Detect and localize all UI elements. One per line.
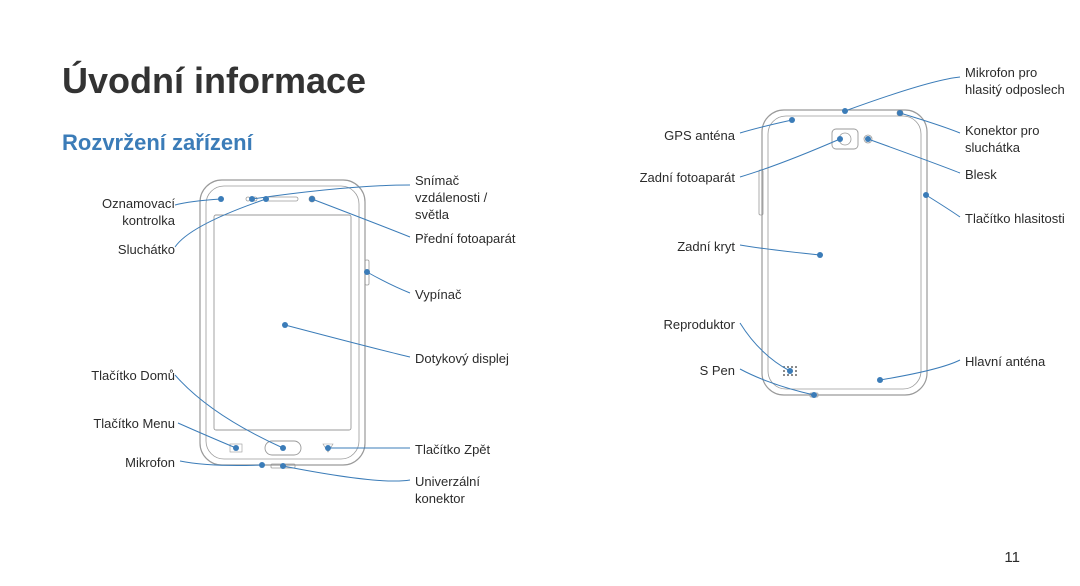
label-touch-screen: Dotykový displej (415, 351, 509, 368)
label-flash: Blesk (965, 167, 997, 184)
label-s-pen: S Pen (625, 363, 735, 380)
label-headphone-jack: Konektor pro sluchátka (965, 123, 1039, 157)
label-home-button: Tlačítko Domů (80, 368, 175, 385)
label-power-button: Vypínač (415, 287, 462, 304)
label-rear-camera: Zadní fotoaparát (625, 170, 735, 187)
label-microphone: Mikrofon (95, 455, 175, 472)
manual-page: Úvodní informace Rozvržení zařízení (0, 0, 1080, 586)
label-menu-button: Tlačítko Menu (80, 416, 175, 433)
label-earpiece: Sluchátko (95, 242, 175, 259)
label-volume-button: Tlačítko hlasitosti (965, 211, 1065, 228)
label-main-antenna: Hlavní anténa (965, 354, 1045, 371)
page-title: Úvodní informace (62, 60, 366, 102)
label-front-camera: Přední fotoaparát (415, 231, 515, 248)
page-number: 11 (1004, 549, 1020, 566)
label-speaker: Reproduktor (625, 317, 735, 334)
label-back-cover: Zadní kryt (625, 239, 735, 256)
label-back-button: Tlačítko Zpět (415, 442, 490, 459)
label-gps-antenna: GPS anténa (625, 128, 735, 145)
label-speaker-mic: Mikrofon pro hlasitý odposlech (965, 65, 1065, 99)
label-proximity-sensor: Snímač vzdálenosti / světla (415, 173, 487, 224)
section-subtitle: Rozvržení zařízení (62, 130, 253, 156)
label-multi-connector: Univerzální konektor (415, 474, 480, 508)
label-indicator-light: Oznamovacíkontrolka (95, 196, 175, 230)
